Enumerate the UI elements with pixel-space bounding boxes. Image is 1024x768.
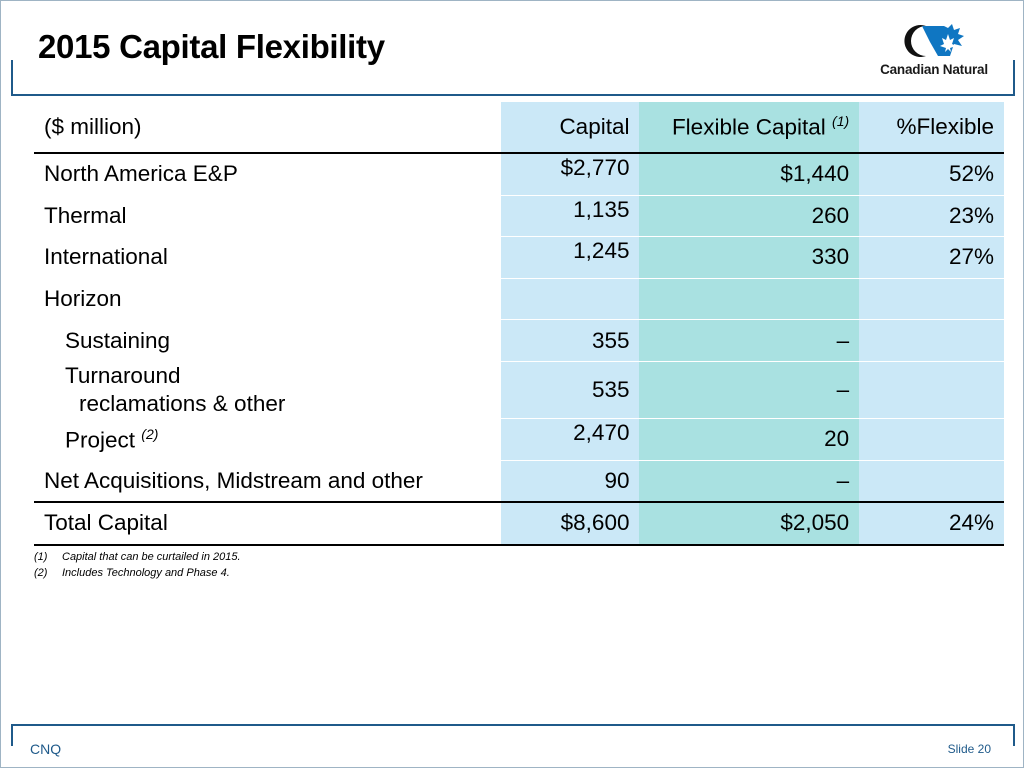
header-label: ($ million) <box>34 102 501 154</box>
table-row: International 1,245 330 27% <box>34 236 1004 279</box>
row-label: Project (2) <box>34 418 501 461</box>
row-pct: 23% <box>859 195 1004 238</box>
table-row: Sustaining 355 – <box>34 319 1004 362</box>
row-pct: 52% <box>859 153 1004 196</box>
company-logo: Canadian Natural <box>868 22 1000 84</box>
row-capital: 90 <box>500 460 640 503</box>
row-label-text: Project <box>65 427 136 453</box>
footnote-number: (1) <box>34 551 48 563</box>
slide-number: Slide 20 <box>947 742 991 756</box>
row-flexible: $1,440 <box>639 153 860 196</box>
row-label: Sustaining <box>34 319 501 362</box>
row-pct: 27% <box>859 236 1004 279</box>
row-label: Turnaround reclamations & other <box>34 361 501 419</box>
total-label: Total Capital <box>34 501 501 546</box>
footnote-number: (2) <box>34 567 48 579</box>
row-label: International <box>34 236 501 279</box>
title-bracket <box>11 60 1015 96</box>
table-row: Turnaround reclamations & other 535 – <box>34 361 1004 419</box>
row-label: Horizon <box>34 278 501 321</box>
table-row: Project (2) 2,470 20 <box>34 418 1004 461</box>
slide-title: 2015 Capital Flexibility <box>38 28 385 65</box>
row-capital: 535 <box>500 361 640 419</box>
row-flexible <box>639 278 860 321</box>
footnote-text: Includes Technology and Phase 4. <box>62 567 230 579</box>
table-row: Thermal 1,135 260 23% <box>34 195 1004 238</box>
row-label-line2: reclamations & other <box>79 390 286 416</box>
header-label-text: ($ million) <box>44 114 142 139</box>
total-flexible: $2,050 <box>639 501 860 546</box>
row-pct <box>859 319 1004 362</box>
row-flexible: 260 <box>639 195 860 238</box>
footer-ticker: CNQ <box>30 741 62 757</box>
row-capital-value: 2,470 <box>573 420 630 446</box>
header-flexible-note: (1) <box>832 113 850 130</box>
row-capital-value: 1,135 <box>573 196 630 222</box>
footer-bracket <box>11 724 1015 746</box>
row-capital: 2,470 <box>500 418 640 461</box>
table-total-row: Total Capital $8,600 $2,050 24% <box>34 501 1004 546</box>
logo-mark-icon <box>904 24 964 57</box>
row-flexible: – <box>639 319 860 362</box>
table-row: Net Acquisitions, Midstream and other 90… <box>34 460 1004 503</box>
row-label-note: (2) <box>141 425 159 442</box>
table-header-row: ($ million) Capital Flexible Capital (1)… <box>34 102 1004 154</box>
row-label: North America E&P <box>34 153 501 196</box>
row-flexible: – <box>639 460 860 503</box>
row-capital: 1,245 <box>500 236 640 279</box>
row-capital: 1,135 <box>500 195 640 238</box>
header-flexible: Flexible Capital (1) <box>639 102 860 154</box>
total-pct: 24% <box>859 501 1004 546</box>
row-label-line1: Turnaround <box>65 362 181 388</box>
row-pct <box>859 460 1004 503</box>
row-pct <box>859 418 1004 461</box>
row-pct <box>859 278 1004 321</box>
row-capital <box>500 278 640 321</box>
total-capital: $8,600 <box>500 501 640 546</box>
footnote: (2) Includes Technology and Phase 4. <box>34 565 241 581</box>
row-flexible: – <box>639 361 860 419</box>
table-row: North America E&P $2,770 $1,440 52% <box>34 153 1004 196</box>
row-flexible: 20 <box>639 418 860 461</box>
row-capital: 355 <box>500 319 640 362</box>
footnotes: (1) Capital that can be curtailed in 2015… <box>34 549 241 581</box>
row-capital-value: $2,770 <box>560 155 630 181</box>
header-capital: Capital <box>500 102 640 154</box>
header-flexible-text: Flexible Capital <box>671 114 826 140</box>
row-flexible: 330 <box>639 236 860 279</box>
row-capital-value: 1,245 <box>573 238 630 264</box>
footnote-text: Capital that can be curtailed in 2015. <box>62 551 241 563</box>
footnote: (1) Capital that can be curtailed in 2015… <box>34 549 241 565</box>
table-row: Horizon <box>34 278 1004 321</box>
row-label: Thermal <box>34 195 501 238</box>
row-capital: $2,770 <box>500 153 640 196</box>
capital-table: ($ million) Capital Flexible Capital (1)… <box>34 102 1004 546</box>
header-pct: %Flexible <box>859 102 1004 154</box>
logo-text: Canadian Natural <box>880 62 988 77</box>
row-label: Net Acquisitions, Midstream and other <box>34 460 501 503</box>
row-pct <box>859 361 1004 419</box>
